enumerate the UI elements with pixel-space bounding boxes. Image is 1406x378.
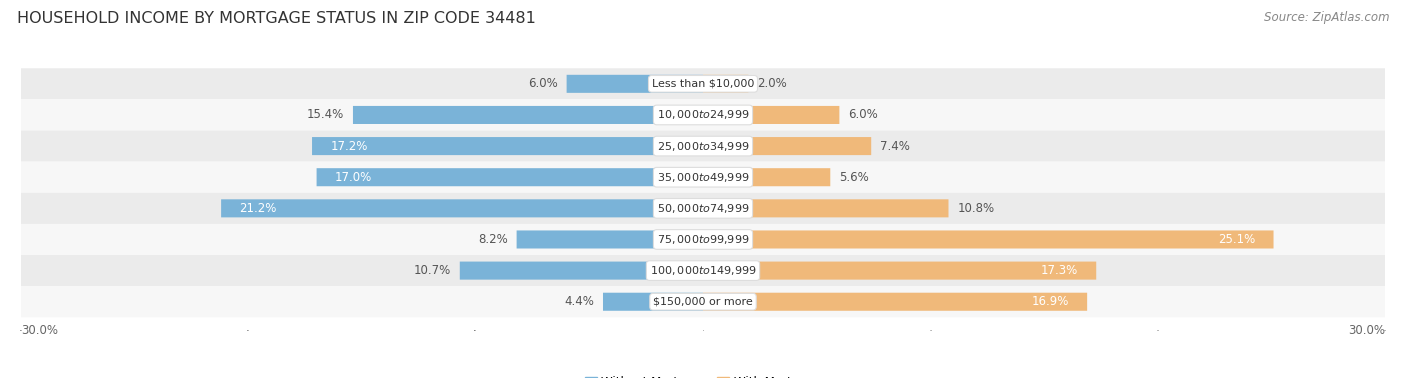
Text: 10.7%: 10.7%	[413, 264, 451, 277]
Text: 15.4%: 15.4%	[307, 108, 344, 121]
Text: 30.0%: 30.0%	[1348, 324, 1385, 337]
FancyBboxPatch shape	[703, 106, 839, 124]
Text: $35,000 to $49,999: $35,000 to $49,999	[657, 171, 749, 184]
Text: 5.6%: 5.6%	[839, 171, 869, 184]
FancyBboxPatch shape	[316, 168, 703, 186]
FancyBboxPatch shape	[703, 293, 1087, 311]
Text: 6.0%: 6.0%	[527, 77, 558, 90]
Text: 30.0%: 30.0%	[21, 324, 58, 337]
Text: 4.4%: 4.4%	[564, 295, 593, 308]
FancyBboxPatch shape	[603, 293, 703, 311]
FancyBboxPatch shape	[312, 137, 703, 155]
Text: HOUSEHOLD INCOME BY MORTGAGE STATUS IN ZIP CODE 34481: HOUSEHOLD INCOME BY MORTGAGE STATUS IN Z…	[17, 11, 536, 26]
FancyBboxPatch shape	[703, 262, 1097, 280]
Text: $100,000 to $149,999: $100,000 to $149,999	[650, 264, 756, 277]
Text: $75,000 to $99,999: $75,000 to $99,999	[657, 233, 749, 246]
Text: $25,000 to $34,999: $25,000 to $34,999	[657, 139, 749, 153]
FancyBboxPatch shape	[20, 162, 1386, 193]
FancyBboxPatch shape	[20, 99, 1386, 130]
FancyBboxPatch shape	[516, 231, 703, 248]
Text: Less than $10,000: Less than $10,000	[652, 79, 754, 89]
FancyBboxPatch shape	[703, 75, 748, 93]
FancyBboxPatch shape	[221, 199, 703, 217]
FancyBboxPatch shape	[567, 75, 703, 93]
Text: 6.0%: 6.0%	[848, 108, 879, 121]
Text: 21.2%: 21.2%	[239, 202, 277, 215]
FancyBboxPatch shape	[20, 286, 1386, 317]
FancyBboxPatch shape	[703, 168, 831, 186]
FancyBboxPatch shape	[460, 262, 703, 280]
Text: 16.9%: 16.9%	[1032, 295, 1069, 308]
FancyBboxPatch shape	[20, 224, 1386, 255]
Legend: Without Mortgage, With Mortgage: Without Mortgage, With Mortgage	[581, 371, 825, 378]
FancyBboxPatch shape	[703, 137, 872, 155]
FancyBboxPatch shape	[703, 199, 949, 217]
Text: 8.2%: 8.2%	[478, 233, 508, 246]
Text: 10.8%: 10.8%	[957, 202, 994, 215]
Text: $50,000 to $74,999: $50,000 to $74,999	[657, 202, 749, 215]
Text: 17.3%: 17.3%	[1040, 264, 1078, 277]
Text: 7.4%: 7.4%	[880, 139, 910, 153]
Text: $150,000 or more: $150,000 or more	[654, 297, 752, 307]
Text: 2.0%: 2.0%	[758, 77, 787, 90]
FancyBboxPatch shape	[20, 68, 1386, 99]
FancyBboxPatch shape	[703, 231, 1274, 248]
FancyBboxPatch shape	[353, 106, 703, 124]
Text: 17.0%: 17.0%	[335, 171, 373, 184]
FancyBboxPatch shape	[20, 130, 1386, 162]
Text: Source: ZipAtlas.com: Source: ZipAtlas.com	[1264, 11, 1389, 24]
Text: 17.2%: 17.2%	[330, 139, 367, 153]
Text: 25.1%: 25.1%	[1218, 233, 1256, 246]
FancyBboxPatch shape	[20, 255, 1386, 286]
FancyBboxPatch shape	[20, 193, 1386, 224]
Text: $10,000 to $24,999: $10,000 to $24,999	[657, 108, 749, 121]
